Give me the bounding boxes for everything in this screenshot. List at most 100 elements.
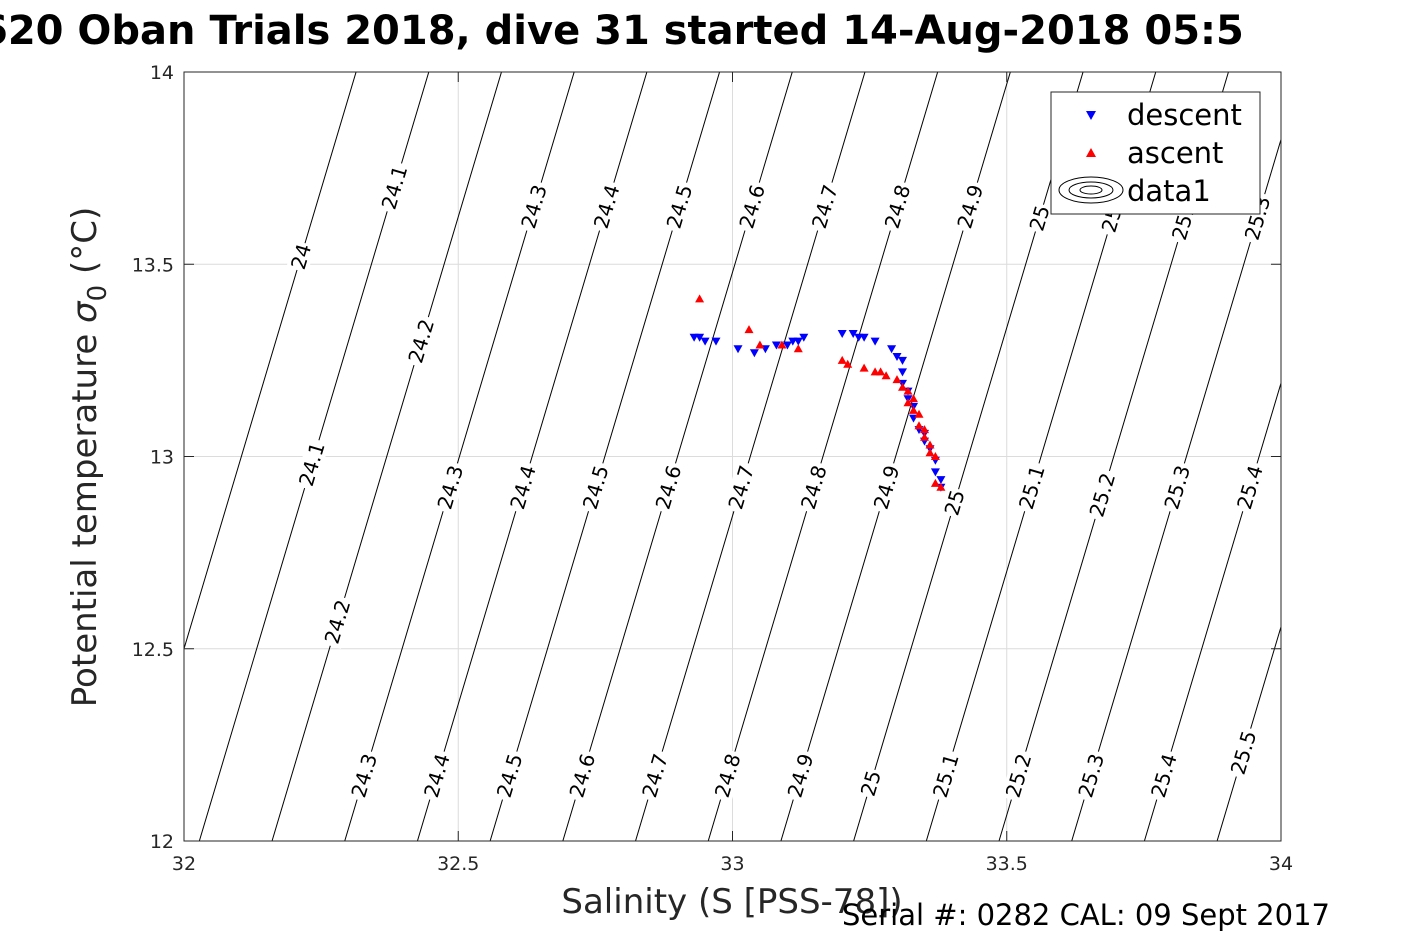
ascent-point <box>925 440 935 449</box>
contour-label: 24.1 <box>294 437 330 492</box>
y-axis-label-subscript: 0 <box>83 285 113 302</box>
contour-label-bg <box>564 748 600 803</box>
y-axis-label-unit: (°C) <box>65 207 105 285</box>
x-tick-label: 33.5 <box>986 853 1028 875</box>
contour-line <box>1340 0 1417 918</box>
descent-point <box>799 333 809 342</box>
contour-label: 25 <box>939 486 970 520</box>
contour-label-bg <box>286 240 316 274</box>
y-tick-label: 13.5 <box>132 254 174 276</box>
contour-label-bg <box>1014 460 1050 515</box>
ascent-point <box>843 359 853 368</box>
contour-label-bg <box>710 748 746 803</box>
contour-label-bg <box>807 179 843 234</box>
contour-line <box>184 72 357 651</box>
contour-label-bg <box>432 460 468 515</box>
ascent-point <box>930 452 940 460</box>
descent-point <box>898 368 907 377</box>
ascent-point <box>695 294 705 303</box>
ascent-point <box>914 409 924 418</box>
x-tick-label: 32.5 <box>437 853 479 875</box>
descent-point <box>793 337 803 346</box>
contour-label: 25.1 <box>1014 460 1050 515</box>
descent-point <box>936 476 946 485</box>
y-tick-label: 13 <box>150 447 174 469</box>
contour-label-bg <box>1225 725 1262 780</box>
contour-label-bg <box>856 766 886 800</box>
y-axis-label: Potential temperature σ0 (°C) <box>65 207 113 707</box>
x-tick-label: 33 <box>720 853 744 875</box>
y-tick-label: 12.5 <box>132 639 174 661</box>
contour-label-bg <box>319 594 356 649</box>
contour-label-bg <box>1146 748 1182 803</box>
descent-point <box>898 356 907 365</box>
contour-label: 25.2 <box>1000 748 1037 803</box>
x-tick-label: 34 <box>1269 853 1293 875</box>
legend-ascent-label: ascent <box>1127 136 1223 170</box>
ascent-point <box>909 394 918 403</box>
y-axis-label-main: Potential temperature <box>65 323 105 707</box>
ascent-point <box>903 398 913 407</box>
contour-label: 24.5 <box>578 460 614 515</box>
descent-point <box>887 345 897 354</box>
y-tick-label: 12 <box>150 831 174 853</box>
chart-title: 620 Oban Trials 2018, dive 31 started 14… <box>0 8 1244 54</box>
ascent-point <box>903 386 913 395</box>
contour-label-bg <box>723 460 759 515</box>
legend-descent-marker <box>1086 111 1096 120</box>
contour-label-bg <box>1024 201 1055 235</box>
descent-point <box>749 349 759 358</box>
contour-label-bg <box>419 748 455 803</box>
descent-point <box>771 341 781 350</box>
descent-point <box>870 337 880 346</box>
contour-line <box>1412 0 1417 918</box>
ascent-point <box>909 405 918 414</box>
descent-point <box>695 333 705 342</box>
contour-label-bg <box>294 437 330 492</box>
ascent-point <box>837 355 847 364</box>
contour-label-bg <box>1073 748 1109 803</box>
contour-label-bg <box>491 748 528 803</box>
contour-label-bg <box>589 179 625 234</box>
contour-line <box>271 72 502 841</box>
legend-descent-label: descent <box>1127 98 1242 132</box>
contour-label-bg <box>782 748 819 803</box>
contour-label-bg <box>796 460 832 515</box>
legend-ascent-marker <box>1086 148 1096 157</box>
descent-point <box>848 330 858 338</box>
contour-label-bg <box>940 486 970 520</box>
ascent-point <box>793 344 803 353</box>
descent-point <box>782 341 792 350</box>
contour-label-bg <box>661 179 698 234</box>
axis-ticks: 32 32.5 33 33.5 34 12 12.5 13 13.5 14 <box>132 62 1293 875</box>
contour-label-bg <box>868 460 905 515</box>
contour-line <box>1267 0 1417 918</box>
descent-point <box>859 333 869 342</box>
contour-label-bg <box>1000 748 1037 803</box>
contour-label-bg <box>928 748 964 803</box>
data-series <box>689 294 946 492</box>
ascent-point <box>755 340 765 349</box>
contour-label-bg <box>516 179 552 234</box>
ascent-point <box>920 432 929 441</box>
contour-label-bg <box>403 313 439 369</box>
descent-point <box>700 337 710 346</box>
y-axis-label-sigma: σ <box>65 300 105 323</box>
serial-calibration-footer: Serial #: 0282 CAL: 09 Sept 2017 <box>842 898 1330 932</box>
contour-label-bg <box>505 460 541 515</box>
contour-label: 24.7 <box>723 460 759 515</box>
ascent-point <box>744 325 754 334</box>
contour-label-bg <box>1232 460 1268 515</box>
legend: descent ascent data1 <box>1050 91 1261 215</box>
ascent-point <box>876 367 886 376</box>
x-tick-label: 32 <box>172 853 196 875</box>
contour-label-bg <box>346 748 382 803</box>
ascent-point <box>898 382 907 391</box>
contour-label-bg <box>1159 460 1195 515</box>
contour-label-bg <box>637 748 673 803</box>
ascent-point <box>920 425 929 434</box>
ascent-point <box>881 371 891 380</box>
legend-contour-icon <box>1058 176 1124 204</box>
contour-label-bg <box>376 160 413 215</box>
